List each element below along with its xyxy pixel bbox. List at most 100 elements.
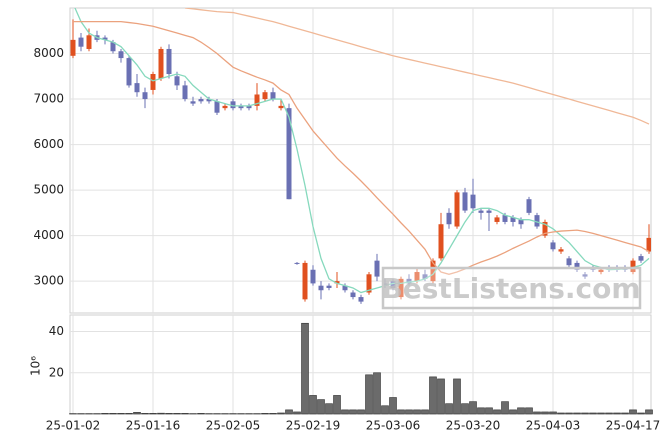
candle-body: [494, 217, 500, 222]
candle-body: [182, 85, 188, 100]
volume-bar: [125, 413, 133, 415]
volume-bar: [565, 412, 573, 415]
x-tick-label: 25-04-03: [526, 419, 580, 433]
candle-body: [118, 51, 124, 59]
y-axis-label: 10⁶: [29, 356, 43, 376]
candle-body: [502, 215, 508, 222]
candle-body: [246, 105, 252, 109]
volume-bar: [277, 412, 285, 415]
candle-body: [414, 272, 420, 282]
volume-bar: [165, 413, 173, 415]
moving-average-line: [184, 8, 650, 125]
candle-body: [462, 192, 468, 211]
candle-body: [478, 210, 484, 213]
candle-body: [382, 283, 388, 286]
candle-body: [510, 217, 516, 222]
candle-body: [334, 281, 340, 284]
volume-bar: [309, 395, 317, 415]
candle-body: [174, 76, 180, 86]
volume-bar: [589, 412, 597, 415]
volume-bar: [525, 407, 533, 415]
volume-bar: [637, 412, 645, 415]
candle-body: [422, 274, 428, 279]
candle-body: [206, 99, 212, 102]
volume-bar: [333, 395, 341, 415]
candle-body: [286, 108, 292, 200]
candle-body: [278, 105, 284, 109]
volume-panel: [69, 314, 652, 415]
candle-body: [222, 105, 228, 109]
volume-bar: [413, 409, 421, 415]
volume-bar: [597, 412, 605, 415]
candle-body: [230, 101, 236, 109]
volume-bar: [133, 412, 141, 415]
candle-body: [342, 285, 348, 291]
volume-bar: [485, 407, 493, 415]
x-tick-label: 25-03-20: [446, 419, 500, 433]
volume-bar: [293, 411, 301, 415]
volume-bar: [197, 413, 205, 415]
y-tick-label: 5000: [33, 183, 64, 197]
candle-body: [446, 212, 452, 225]
volume-bar: [157, 412, 165, 415]
volume-bar: [533, 411, 541, 415]
x-tick-label: 25-04-17: [606, 419, 660, 433]
candle-body: [430, 260, 436, 282]
candle-body: [574, 262, 580, 270]
candle-body: [110, 42, 116, 52]
moving-average-line: [74, 8, 650, 294]
watermark: BestListens.com: [381, 272, 640, 305]
candle-body: [406, 278, 412, 284]
candle-body: [70, 39, 76, 56]
volume-bar: [461, 403, 469, 415]
y-tick-label: 6000: [33, 137, 64, 151]
candle-body: [326, 285, 332, 288]
candle-body: [358, 297, 364, 302]
volume-bar: [389, 397, 397, 415]
candle-body: [310, 269, 316, 284]
candle-body: [438, 224, 444, 259]
candle-body: [270, 92, 276, 100]
candle-body: [534, 215, 540, 227]
volume-bar: [285, 409, 293, 415]
x-tick-label: 25-03-06: [366, 419, 420, 433]
candle-body: [454, 192, 460, 227]
volume-bar: [301, 322, 309, 415]
volume-bar: [349, 409, 357, 415]
y-tick-label: 4000: [33, 228, 64, 242]
candle-body: [350, 292, 356, 298]
volume-bar: [629, 409, 637, 415]
volume-bar: [381, 405, 389, 415]
candle-body: [318, 285, 324, 291]
candle-body: [366, 274, 372, 293]
y-tick-label: 7000: [33, 92, 64, 106]
candle-body: [238, 105, 244, 109]
volume-bar: [581, 412, 589, 415]
volume-bar: [605, 412, 613, 415]
candle-body: [190, 101, 196, 104]
candle-body: [638, 256, 644, 261]
candle-body: [166, 48, 172, 75]
candle-body: [150, 74, 156, 90]
candle-body: [550, 242, 556, 250]
candle-body: [582, 274, 588, 277]
volume-bar: [405, 409, 413, 415]
candle-body: [526, 199, 532, 213]
volume-bar: [173, 413, 181, 415]
candle-body: [542, 221, 548, 236]
volume-bar: [109, 413, 117, 415]
volume-bar: [429, 376, 437, 415]
x-tick-label: 25-01-16: [126, 419, 180, 433]
candle-body: [558, 249, 564, 252]
candle-body: [294, 262, 300, 264]
volume-bar: [269, 413, 277, 415]
candle-body: [126, 58, 132, 86]
volume-bar: [149, 413, 157, 415]
volume-bar: [341, 409, 349, 415]
volume-bar: [117, 413, 125, 415]
candle-body: [630, 260, 636, 273]
moving-average-line: [73, 21, 650, 275]
candle-body: [262, 92, 268, 100]
candle-body: [302, 262, 308, 300]
